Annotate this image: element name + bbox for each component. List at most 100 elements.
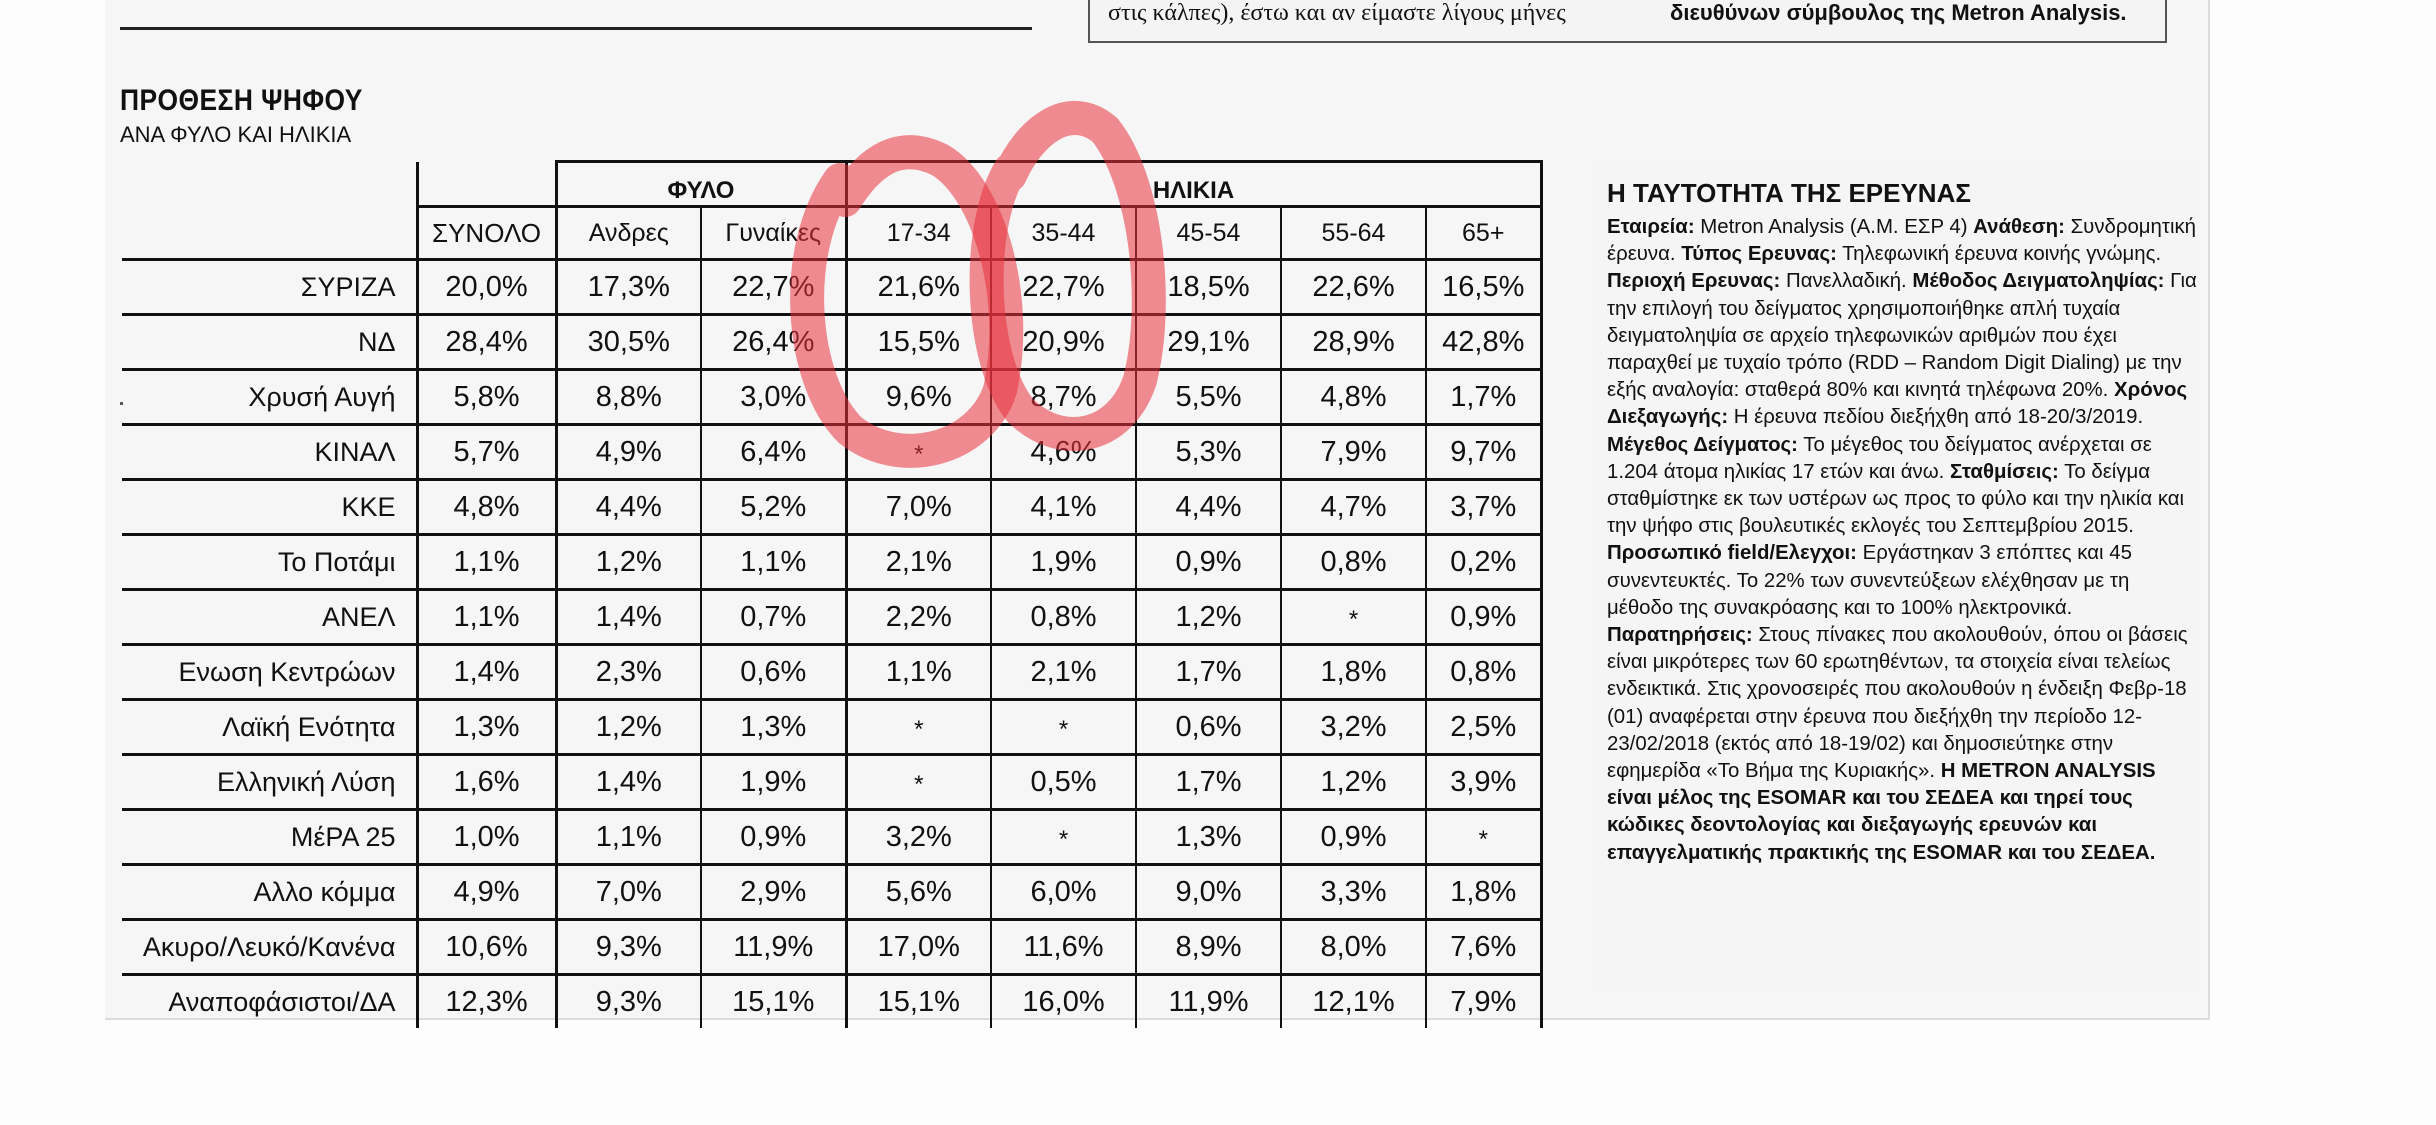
table-cell: 11,9% xyxy=(700,918,846,975)
party-name: ΚΚΕ xyxy=(122,478,417,535)
table-cell: 2,5% xyxy=(1425,698,1543,755)
party-name: Ακυρο/Λευκό/Κανένα xyxy=(122,918,417,975)
table-cell: 21,6% xyxy=(844,258,991,315)
table-cell: 17,3% xyxy=(554,258,701,315)
table-cell: 4,8% xyxy=(415,478,556,535)
party-name: Αλλο κόμμα xyxy=(122,863,417,920)
table-row: Χρυσή Αυγή 5,8% 8,8% 3,0% 9,6% 8,7% 5,5% 4,8% 1,… xyxy=(122,368,1543,425)
table-cell: 3,3% xyxy=(1280,863,1426,920)
table-row: ΚΙΝΑΛ 5,7% 4,9% 6,4% * 4,6% 5,3% 7,9% 9,7% xyxy=(122,423,1543,480)
column-header: ΣΥΝΟΛΟ xyxy=(415,205,556,260)
method-text: Εταιρεία: Metron Analysis (Α.Μ. ΕΣΡ 4) Α… xyxy=(1607,214,2197,867)
method-label: Παρατηρήσεις: xyxy=(1607,624,1753,647)
table-cell-value: * xyxy=(1058,716,1069,743)
table-cell: 4,1% xyxy=(990,478,1136,535)
table-cell: 4,7% xyxy=(1280,478,1426,535)
table-cell: 26,4% xyxy=(700,313,846,370)
table-cell: * xyxy=(990,808,1136,865)
table-cell: 0,6% xyxy=(700,643,846,700)
table-cell: 0,9% xyxy=(700,808,846,865)
table-cell: 3,7% xyxy=(1425,478,1543,535)
table-cell: 1,1% xyxy=(415,533,556,590)
table-cell: 22,7% xyxy=(990,258,1136,315)
table-cell: 7,0% xyxy=(844,478,991,535)
table-row: Ενωση Κεντρώων 1,4% 2,3% 0,6% 1,1% 2,1% 1,7% 1,… xyxy=(122,643,1543,700)
table-cell: 3,2% xyxy=(844,808,991,865)
table-cell: 9,7% xyxy=(1425,423,1543,480)
table-cell: 30,5% xyxy=(554,313,701,370)
table-cell: 4,9% xyxy=(554,423,701,480)
method-label: Η METRON ANALYSIS είναι μέλος της ESOMAR… xyxy=(1607,760,2156,864)
table-cell: * xyxy=(844,423,991,480)
method-body: Το μέγεθος του δείγματος ανέρχεται σε 1.… xyxy=(1607,433,2152,483)
table-cell: 5,7% xyxy=(415,423,556,480)
table-cell: 5,8% xyxy=(415,368,556,425)
table-cell: 4,9% xyxy=(415,863,556,920)
table-cell: 22,6% xyxy=(1280,258,1426,315)
table-cell: 4,4% xyxy=(554,478,701,535)
table-cell: 22,7% xyxy=(700,258,846,315)
table-cell: 29,1% xyxy=(1135,313,1281,370)
table-cell: 15,1% xyxy=(700,973,846,1028)
table-cell: 1,9% xyxy=(700,753,846,810)
vote-intention-table: ΦΥΛΟ ΗΛΙΚΙΑ ΣΥΝΟΛΟ Ανδρες Γυναίκες 17-34 35-… xyxy=(122,160,1543,1028)
party-name: Το Ποτάμι xyxy=(122,533,417,590)
party-name: ΝΔ xyxy=(122,313,417,370)
table-cell: 8,8% xyxy=(554,368,701,425)
table-cell: 6,4% xyxy=(700,423,846,480)
table-cell: 0,5% xyxy=(990,753,1136,810)
table-cell: 4,8% xyxy=(1280,368,1426,425)
column-header: 55-64 xyxy=(1280,205,1426,260)
party-name: Αναποφάσιστοι/ΔΑ xyxy=(122,973,417,1028)
method-label: Σταθμίσεις: xyxy=(1950,460,2059,483)
table-cell: 1,1% xyxy=(415,588,556,645)
method-body: Στους πίνακες που ακολουθούν, όπου οι βά… xyxy=(1607,624,2188,783)
table-cell: 16,5% xyxy=(1425,258,1543,315)
table-cell: 17,0% xyxy=(844,918,991,975)
party-name: Χρυσή Αυγή xyxy=(122,368,417,425)
column-header: 35-44 xyxy=(990,205,1136,260)
table-cell: 9,6% xyxy=(844,368,991,425)
method-label: Χρόνος Διεξαγωγής: xyxy=(1607,379,2188,429)
table-cell: 1,3% xyxy=(1135,808,1281,865)
group-header-phylo: ΦΥΛΟ xyxy=(554,160,848,207)
survey-identity-box: Η ΤΑΥΤΟΤΗΤΑ ΤΗΣ ΕΡΕΥΝΑΣ Εταιρεία: Metron… xyxy=(1595,160,2200,990)
method-body: Για την επιλογή του δείγματος χρησιμοποι… xyxy=(1607,270,2197,402)
column-header: Ανδρες xyxy=(554,205,701,260)
table-cell: 1,4% xyxy=(415,643,556,700)
table-row: ΝΔ 28,4% 30,5% 26,4% 15,5% 20,9% 29,1% 28,9% 42,… xyxy=(122,313,1543,370)
table-cell: * xyxy=(844,753,991,810)
table-cell: 0,9% xyxy=(1135,533,1281,590)
table-cell: 1,0% xyxy=(415,808,556,865)
top-rule xyxy=(120,27,1032,30)
table-cell: 1,3% xyxy=(415,698,556,755)
table-cell: * xyxy=(1280,588,1426,645)
column-header: Γυναίκες xyxy=(700,205,846,260)
table-cell: 28,4% xyxy=(415,313,556,370)
table-cell: 9,0% xyxy=(1135,863,1281,920)
method-body: Το δείγμα σταθμίστηκε εκ των υστέρων ως … xyxy=(1607,460,2185,538)
party-name: ΚΙΝΑΛ xyxy=(122,423,417,480)
table-cell: 8,9% xyxy=(1135,918,1281,975)
table-cell: 1,4% xyxy=(554,753,701,810)
table-cell: 1,3% xyxy=(700,698,846,755)
table-cell: 20,0% xyxy=(415,258,556,315)
table-cell: 7,6% xyxy=(1425,918,1543,975)
article-fragment-left: στις κάλπες), έστω και αν είμαστε λίγους… xyxy=(1108,0,1566,26)
table-cell: 9,3% xyxy=(554,918,701,975)
table-cell: 0,6% xyxy=(1135,698,1281,755)
table-cell-value: * xyxy=(1478,826,1488,853)
table-cell: 10,6% xyxy=(415,918,556,975)
table-cell: 0,2% xyxy=(1425,533,1543,590)
table-cell: 2,1% xyxy=(990,643,1136,700)
table-row: Αναποφάσιστοι/ΔΑ 12,3% 9,3% 15,1% 15,1% 16,0%… xyxy=(122,973,1543,1028)
method-body: Metron Analysis (Α.Μ. ΕΣΡ 4) xyxy=(1694,216,1974,238)
method-label: Περιοχή Ερευνας: xyxy=(1607,270,1781,293)
table-cell: 6,0% xyxy=(990,863,1136,920)
table-row: Ακυρο/Λευκό/Κανένα 10,6% 9,3% 11,9% 17,0% 11,… xyxy=(122,918,1543,975)
table-cell: 1,2% xyxy=(1280,753,1426,810)
party-name: Ελληνική Λύση xyxy=(122,753,417,810)
table-row: Αλλο κόμμα 4,9% 7,0% 2,9% 5,6% 6,0% 9,0% 3,3% 1,… xyxy=(122,863,1543,920)
table-cell: 15,5% xyxy=(844,313,991,370)
table-cell: 1,1% xyxy=(554,808,701,865)
